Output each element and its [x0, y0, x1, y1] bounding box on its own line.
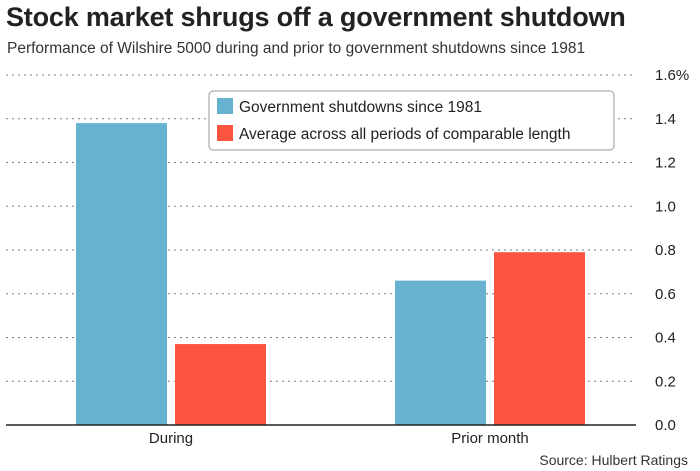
y-tick-label: 0.2 — [655, 373, 676, 390]
y-tick-label: 0.8 — [655, 242, 676, 259]
legend-label-average-comparable: Average across all periods of comparable… — [239, 126, 570, 143]
legend-label-government-shutdowns: Government shutdowns since 1981 — [239, 99, 482, 116]
chart-title: Stock market shrugs off a government shu… — [6, 2, 626, 32]
legend-swatch-average-comparable — [217, 125, 233, 141]
x-category-label: During — [149, 430, 193, 447]
bar-during-series-1 — [76, 123, 167, 425]
legend: Government shutdowns since 1981 Average … — [208, 90, 615, 151]
chart-subtitle: Performance of Wilshire 5000 during and … — [7, 40, 586, 57]
y-tick-label: 1.4 — [655, 111, 676, 128]
source-note: Source: Hulbert Ratings — [539, 452, 688, 468]
y-tick-label: 0.0 — [655, 417, 676, 434]
y-tick-label: 0.4 — [655, 330, 676, 347]
y-tick-label: 1.6% — [655, 67, 689, 84]
bars — [76, 123, 585, 425]
bar-prior-month-series-1 — [395, 280, 486, 425]
y-tick-label: 1.2 — [655, 155, 676, 172]
bar-prior-month-series-2 — [494, 252, 585, 425]
x-category-label: Prior month — [451, 430, 529, 447]
x-axis-categories: During Prior month — [149, 430, 529, 447]
y-tick-label: 1.0 — [655, 198, 676, 215]
legend-swatch-government-shutdowns — [217, 98, 233, 114]
bar-during-series-2 — [175, 344, 266, 425]
y-tick-label: 0.6 — [655, 286, 676, 303]
y-axis-ticks: 0.0 0.2 0.4 0.6 0.8 1.0 1.2 1.4 1.6% — [655, 67, 689, 434]
legend-box — [208, 90, 615, 151]
